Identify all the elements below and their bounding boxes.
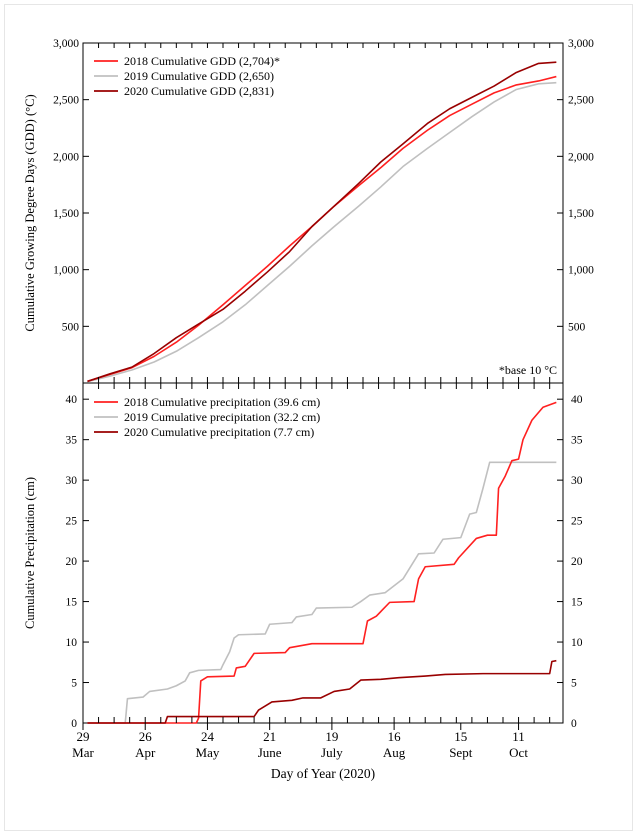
precipitation-panel: 0 0 5 5 10 10 15 15 20 20 25 25 30 30 35 35 40 40 Cumulati… [23, 382, 583, 730]
precip-series-line-3 [87, 659, 557, 724]
precip-ytick-label-right: 20 [571, 556, 583, 568]
x-tick-label-month: Aug [383, 745, 406, 760]
x-tick-label-month: Apr [135, 745, 156, 760]
gdd-ytick-label-left: 1,000 [53, 265, 79, 277]
gdd-ytick-label-right: 2,000 [568, 151, 594, 163]
gdd-ytick-label-left: 1,500 [53, 208, 79, 220]
precip-ytick-label-left: 25 [66, 516, 78, 528]
gdd-series-line-3 [87, 61, 557, 383]
gdd-legend-label: 2019 Cumulative GDD (2,650) [124, 69, 274, 83]
x-tick-label-day: 21 [263, 729, 276, 744]
x-tick-label-day: 19 [325, 729, 338, 744]
base-temperature-note: *base 10 °C [499, 363, 557, 377]
gdd-ytick-label-left: 2,500 [53, 95, 79, 107]
gdd-ytick-label-right: 500 [568, 321, 586, 333]
precip-ytick-label-right: 35 [571, 435, 583, 447]
gdd-y-axis-label: Cumulative Growing Degree Days (GDD) (°C… [23, 94, 37, 331]
precip-legend-label: 2019 Cumulative precipitation (32.2 cm) [124, 410, 320, 424]
precip-ytick-label-left: 40 [66, 394, 78, 406]
precip-legend-label: 2018 Cumulative precipitation (39.6 cm) [124, 395, 320, 409]
gdd-legend-label: 2018 Cumulative GDD (2,704)* [124, 54, 280, 68]
precip-ytick-label-left: 0 [71, 718, 77, 730]
gdd-panel: 500 500 1,000 1,000 1,500 1,500 2,000 2,000 2,50… [23, 38, 594, 384]
gdd-series-line-2 [87, 81, 557, 383]
gdd-ytick-label-left: 3,000 [53, 38, 79, 50]
x-tick-label-day: 16 [388, 729, 402, 744]
x-tick-label-month: Oct [509, 745, 528, 760]
gdd-ytick-label-left: 500 [62, 321, 80, 333]
gdd-ytick-label-right: 3,000 [568, 38, 594, 50]
x-axis-label: Day of Year (2020) [271, 766, 375, 781]
precip-ytick-label-left: 20 [66, 556, 78, 568]
gdd-ytick-label-right: 1,000 [568, 265, 594, 277]
x-tick-label-month: Mar [72, 745, 94, 760]
precip-ytick-label-left: 15 [66, 597, 78, 609]
x-tick-label-month: Sept [449, 745, 473, 760]
precip-ytick-label-right: 5 [571, 678, 577, 690]
x-tick-label-day: 15 [454, 729, 467, 744]
precip-ytick-label-right: 15 [571, 597, 583, 609]
precip-ytick-label-right: 0 [571, 718, 577, 730]
precipitation-plot-frame [82, 382, 564, 724]
gdd-ytick-label-left: 2,000 [53, 151, 79, 163]
precip-legend-label: 2020 Cumulative precipitation (7.7 cm) [124, 425, 314, 439]
gdd-legend-label: 2020 Cumulative GDD (2,831) [124, 84, 274, 98]
precipitation-y-axis-label: Cumulative Precipitation (cm) [23, 477, 37, 629]
gdd-ytick-label-right: 1,500 [568, 208, 594, 220]
precip-ytick-label-left: 30 [66, 475, 78, 487]
x-tick-label-day: 26 [139, 729, 153, 744]
precip-ytick-label-left: 35 [66, 435, 78, 447]
x-tick-label-month: June [258, 745, 282, 760]
x-tick-label-day: 24 [201, 729, 215, 744]
precip-ytick-label-right: 30 [571, 475, 583, 487]
precip-ytick-label-left: 10 [66, 637, 78, 649]
gdd-ytick-label-right: 2,500 [568, 95, 594, 107]
x-tick-label-month: May [196, 745, 220, 760]
precip-ytick-label-right: 10 [571, 637, 583, 649]
x-tick-label-day: 11 [512, 729, 525, 744]
precip-series-line-1 [87, 401, 557, 724]
precip-series-line-2 [87, 461, 557, 724]
x-tick-label-day: 29 [77, 729, 90, 744]
precip-ytick-label-right: 40 [571, 394, 583, 406]
precip-ytick-label-right: 25 [571, 516, 583, 528]
precip-ytick-label-left: 5 [71, 678, 77, 690]
x-tick-label-month: July [321, 745, 343, 760]
